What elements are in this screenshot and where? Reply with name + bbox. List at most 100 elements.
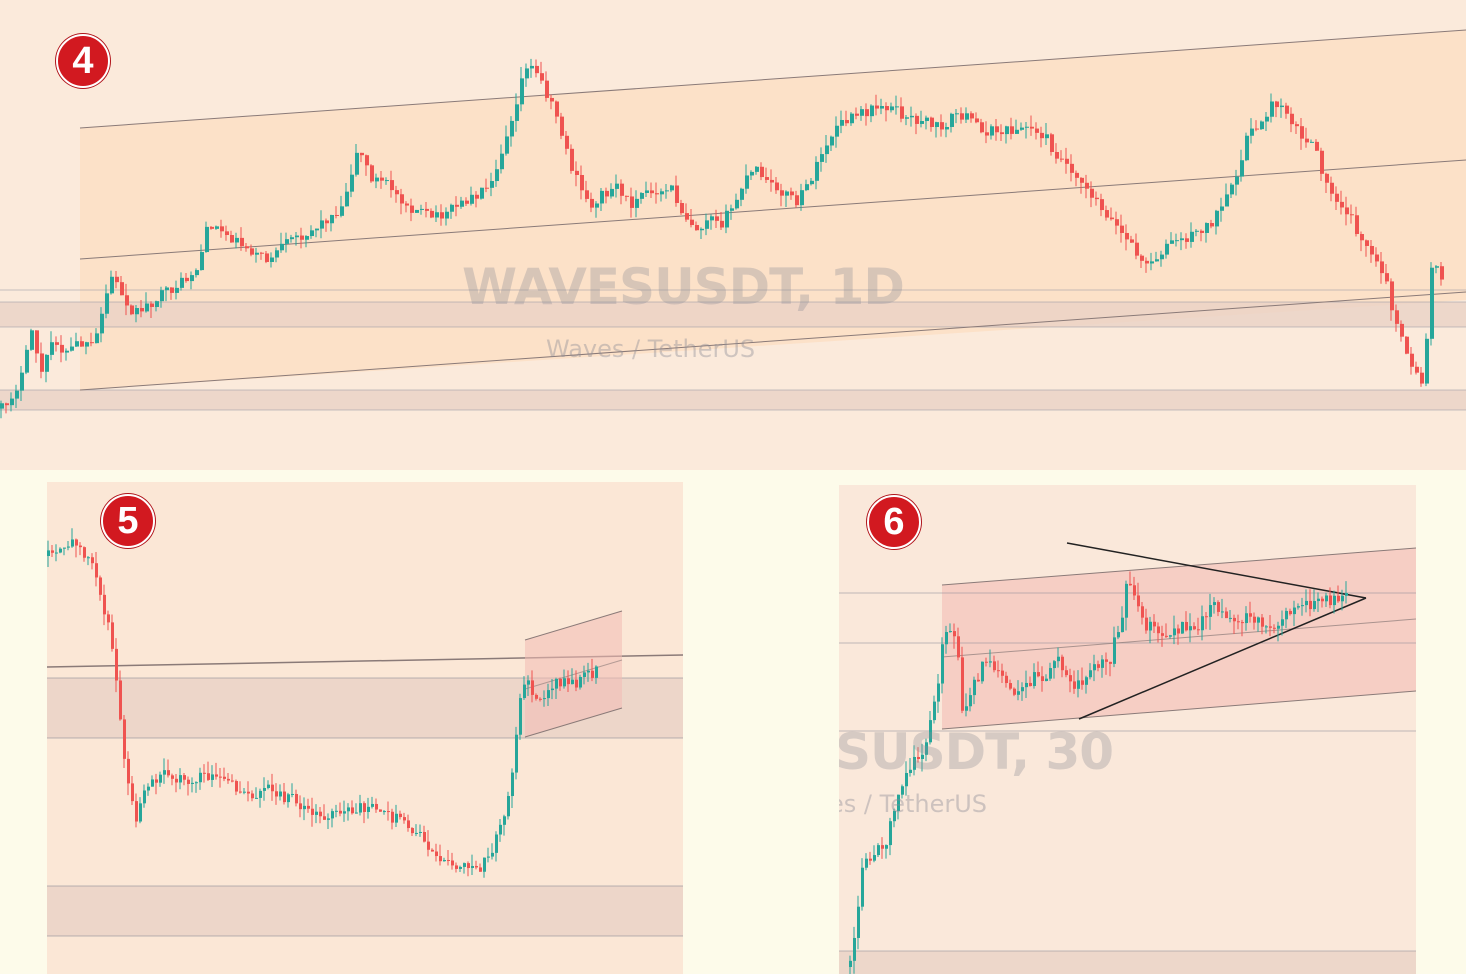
candle-body	[245, 246, 249, 249]
candle-body	[989, 661, 992, 663]
candle-body	[455, 204, 459, 207]
candle-body	[1057, 656, 1060, 662]
candle-body	[615, 183, 619, 189]
candle-body	[835, 125, 839, 137]
chart-plot	[47, 528, 683, 937]
candle-body	[1165, 243, 1169, 255]
channel-upper-line	[524, 610, 623, 641]
candle-body	[1165, 635, 1168, 637]
candle-body	[345, 191, 349, 207]
candle-body	[1333, 595, 1336, 606]
candle-body	[665, 190, 669, 192]
candle-body	[970, 113, 974, 119]
candle-body	[740, 188, 744, 200]
watermark-title: SUSDT, 30	[839, 723, 1114, 781]
candle-body	[917, 756, 920, 760]
candle-body	[415, 832, 418, 834]
candle-body	[720, 220, 724, 228]
candle-body	[1145, 617, 1148, 631]
candle-body	[515, 734, 518, 773]
candle-body	[1120, 225, 1124, 233]
candle-body	[45, 354, 49, 372]
candle-body	[600, 190, 604, 204]
candle-body	[80, 341, 84, 347]
candle-body	[411, 828, 414, 834]
candle-body	[1100, 199, 1104, 211]
candle-body	[343, 811, 346, 814]
candle-body	[1249, 613, 1252, 617]
candle-body	[570, 148, 574, 171]
candle-body	[145, 303, 149, 312]
candle-body	[539, 698, 542, 700]
candle-body	[685, 213, 689, 220]
candle-body	[1317, 598, 1320, 602]
candle-body	[895, 106, 899, 108]
candle-body	[1045, 134, 1049, 139]
candle-body	[675, 185, 679, 204]
candle-body	[680, 203, 684, 214]
candle-body	[1230, 184, 1234, 195]
candle-body	[1337, 595, 1340, 602]
candle-body	[905, 117, 909, 119]
candle-body	[263, 787, 266, 791]
candle-body	[961, 657, 964, 711]
candle-body	[490, 181, 494, 188]
candle-body	[555, 678, 558, 689]
candle-body	[595, 203, 599, 208]
step-badge: 6	[867, 495, 921, 549]
candle-body	[239, 791, 242, 793]
candle-body	[250, 248, 254, 255]
candle-body	[155, 779, 158, 783]
candle-body	[479, 867, 482, 872]
candle-body	[660, 191, 664, 195]
candle-body	[363, 803, 366, 812]
candle-body	[861, 867, 864, 907]
candle-body	[925, 117, 929, 122]
candle-body	[63, 547, 66, 549]
candle-body	[370, 165, 374, 182]
candle-body	[1135, 242, 1139, 256]
candle-body	[1053, 661, 1056, 669]
candle-body	[1035, 128, 1039, 133]
candle-body	[620, 183, 624, 196]
candle-body	[1129, 583, 1132, 586]
candle-body	[410, 205, 414, 213]
candle-body	[1160, 254, 1164, 260]
candle-body	[1105, 659, 1108, 662]
candle-body	[311, 808, 314, 815]
candle-body	[1005, 675, 1008, 684]
candle-body	[200, 252, 204, 271]
candle-body	[475, 865, 478, 868]
candle-body	[969, 695, 972, 707]
candle-body	[1133, 585, 1136, 596]
candle-body	[540, 73, 544, 81]
candle-body	[563, 678, 566, 687]
candle-body	[231, 780, 234, 782]
candle-body	[0, 403, 4, 409]
candle-body	[47, 550, 50, 556]
candle-body	[325, 220, 329, 224]
candle-body	[1277, 625, 1280, 629]
candle-body	[953, 631, 956, 637]
candle-body	[439, 856, 442, 862]
candle-body	[155, 301, 159, 307]
candle-body	[1130, 239, 1134, 243]
candle-body	[1090, 188, 1094, 198]
candle-body	[275, 791, 278, 797]
candle-body	[1175, 240, 1179, 242]
candle-body	[1405, 336, 1409, 354]
candle-body	[1117, 632, 1120, 638]
candle-body	[957, 636, 960, 658]
candle-body	[1370, 245, 1374, 255]
candle-body	[700, 228, 704, 231]
candle-body	[300, 235, 304, 240]
candle-body	[1320, 150, 1324, 174]
candle-body	[595, 666, 598, 678]
channel-upper-line	[941, 547, 1416, 586]
candle-body	[1233, 617, 1236, 622]
candle-body	[150, 303, 154, 307]
candle-body	[1055, 152, 1059, 159]
candle-body	[350, 174, 354, 192]
candle-body	[151, 779, 154, 787]
candle-body	[735, 199, 739, 209]
